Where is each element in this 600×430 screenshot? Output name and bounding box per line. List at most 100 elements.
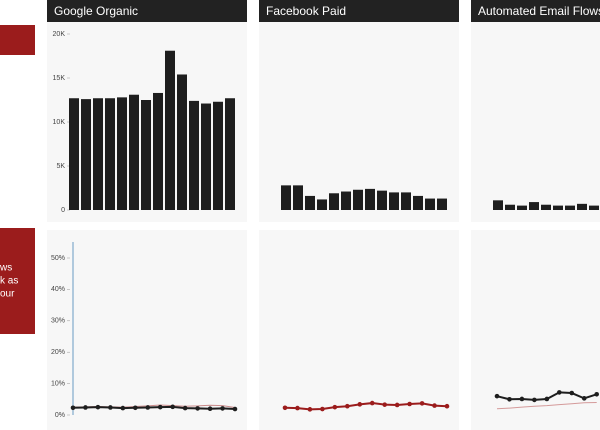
point	[594, 391, 599, 397]
point	[419, 401, 425, 406]
point	[157, 404, 163, 410]
bar	[189, 100, 199, 210]
panel	[259, 230, 459, 430]
bar	[317, 199, 327, 210]
point	[369, 400, 375, 406]
bar	[401, 192, 411, 210]
point	[120, 405, 126, 411]
y-tick-label: 40%	[51, 286, 65, 293]
bar	[437, 198, 447, 210]
point	[95, 404, 101, 410]
point	[307, 407, 313, 412]
point	[345, 403, 350, 409]
y-tick-label: 20K	[53, 31, 66, 38]
bar	[529, 202, 539, 210]
bar	[541, 204, 551, 210]
bar	[201, 103, 211, 210]
point	[407, 401, 412, 407]
point	[282, 405, 288, 411]
panel	[259, 22, 459, 222]
bar	[105, 98, 115, 210]
bar	[281, 185, 291, 210]
point	[394, 402, 400, 408]
point	[432, 403, 437, 408]
bar	[341, 191, 351, 210]
point	[108, 405, 113, 410]
point	[382, 402, 387, 407]
bar	[329, 193, 339, 210]
bar	[153, 92, 163, 210]
panel	[47, 230, 247, 430]
bar	[365, 188, 375, 210]
sidebar-text: ws	[0, 263, 12, 274]
point	[232, 406, 238, 412]
bar	[377, 190, 387, 210]
bar	[141, 100, 151, 210]
point	[133, 405, 138, 411]
panel-title: Google Organic	[54, 4, 138, 18]
y-tick-label: 0%	[55, 412, 65, 419]
sidebar-block	[0, 228, 35, 334]
point	[569, 390, 575, 396]
sidebar-block	[0, 25, 35, 55]
y-tick-label: 10K	[53, 119, 66, 126]
bar	[165, 50, 175, 210]
bar	[577, 203, 587, 210]
bar	[129, 94, 139, 210]
point	[70, 405, 76, 411]
bar	[69, 98, 79, 210]
y-tick-label: 20%	[51, 349, 65, 356]
point	[357, 402, 363, 407]
bar	[505, 204, 515, 210]
bar	[565, 205, 575, 210]
y-tick-label: 15K	[53, 75, 66, 82]
point	[332, 404, 338, 410]
bar	[93, 98, 103, 210]
panel-header	[471, 0, 600, 22]
panel	[471, 22, 600, 222]
bar	[305, 195, 315, 210]
point	[444, 403, 450, 409]
point	[145, 405, 151, 410]
bar	[213, 101, 223, 210]
bar	[413, 195, 423, 210]
point	[532, 397, 537, 403]
panel-header	[47, 0, 247, 22]
point	[195, 406, 200, 411]
bar	[81, 99, 91, 210]
point	[507, 397, 512, 402]
point	[519, 396, 525, 402]
y-tick-label: 50%	[51, 255, 65, 262]
bar	[225, 98, 235, 210]
bar	[293, 185, 303, 210]
bar	[389, 192, 399, 210]
y-tick-label: 5K	[56, 163, 65, 170]
point	[182, 405, 188, 411]
y-tick-label: 0	[61, 207, 65, 214]
bar	[177, 74, 187, 210]
point	[557, 390, 562, 395]
point	[207, 406, 213, 412]
point	[170, 404, 175, 410]
point	[295, 405, 300, 411]
point	[544, 396, 550, 402]
sidebar-text: our	[0, 289, 15, 300]
panel-header	[259, 0, 459, 22]
bar	[425, 198, 435, 210]
line	[496, 401, 597, 410]
bar	[517, 205, 527, 210]
y-tick-label: 30%	[51, 318, 65, 325]
sidebar-text: k as	[0, 276, 18, 287]
panel-title: Facebook Paid	[266, 4, 346, 18]
bar	[553, 205, 563, 210]
y-tick-label: 10%	[51, 380, 65, 387]
point	[581, 396, 587, 401]
point	[220, 406, 225, 411]
point	[83, 405, 88, 410]
bar	[117, 97, 127, 210]
point	[494, 393, 500, 399]
bar	[353, 189, 363, 210]
bar	[493, 200, 503, 210]
point	[320, 406, 325, 412]
bar	[589, 205, 599, 210]
